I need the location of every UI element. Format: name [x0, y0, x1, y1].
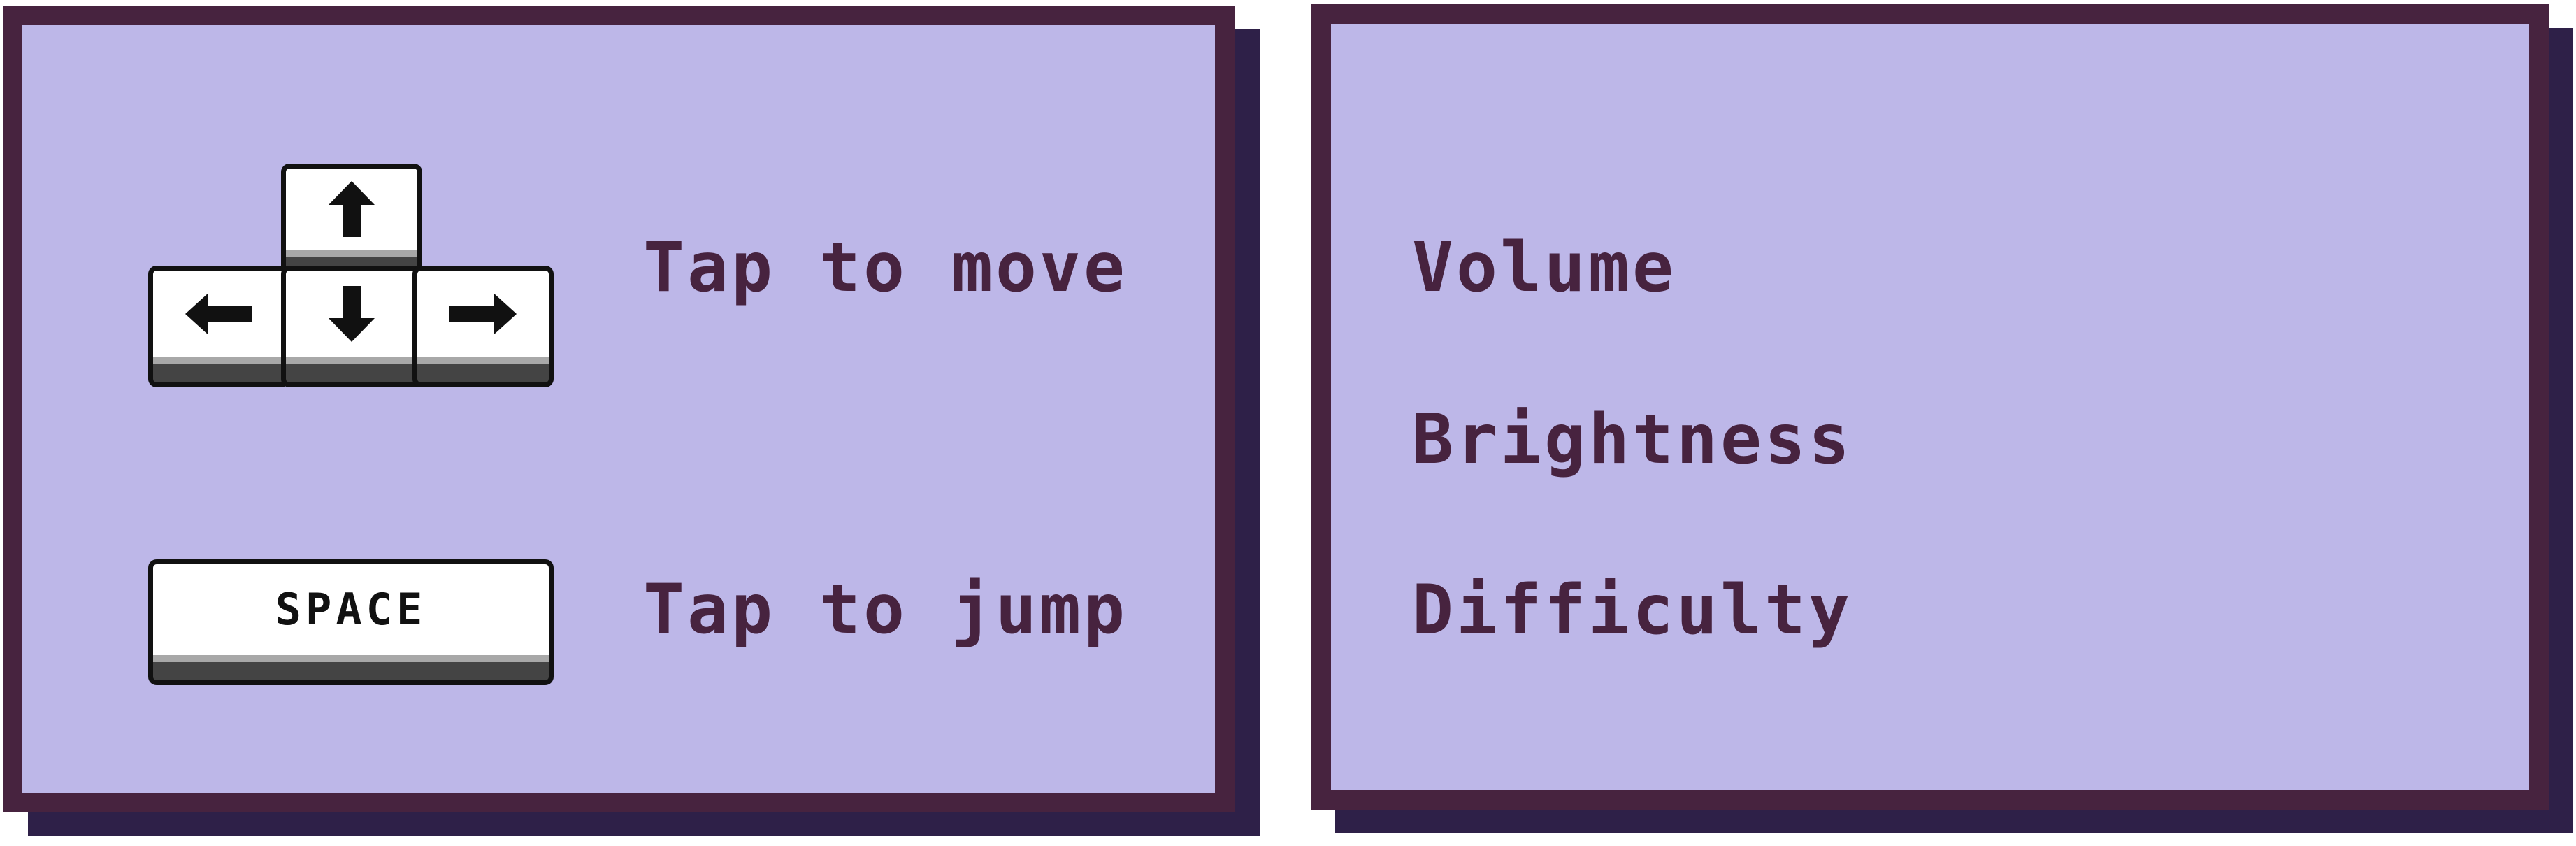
down-key[interactable]	[281, 266, 422, 387]
brightness-setting[interactable]: Brightness	[1412, 400, 1853, 480]
right-arrow-icon	[449, 294, 517, 334]
left-key-face	[153, 271, 285, 364]
space-key-label: SPACE	[275, 584, 427, 635]
right-key[interactable]	[412, 266, 554, 387]
down-key-face	[286, 271, 417, 364]
controls-panel: SPACE Tap to move Tap to jump	[3, 6, 1235, 812]
jump-instruction: Tap to jump	[643, 570, 1128, 650]
left-key[interactable]	[148, 266, 289, 387]
up-arrow-icon	[329, 181, 375, 237]
space-key-face: SPACE	[153, 564, 549, 662]
difficulty-setting[interactable]: Difficulty	[1412, 571, 1853, 650]
down-arrow-icon	[329, 286, 375, 342]
move-instruction: Tap to move	[643, 228, 1128, 308]
space-key[interactable]: SPACE	[148, 559, 554, 685]
up-key-face	[286, 169, 417, 257]
settings-panel: Volume Brightness Difficulty	[1311, 4, 2549, 810]
right-key-face	[417, 271, 549, 364]
volume-setting[interactable]: Volume	[1412, 228, 1677, 308]
left-arrow-icon	[185, 294, 252, 334]
up-key[interactable]	[281, 164, 422, 280]
